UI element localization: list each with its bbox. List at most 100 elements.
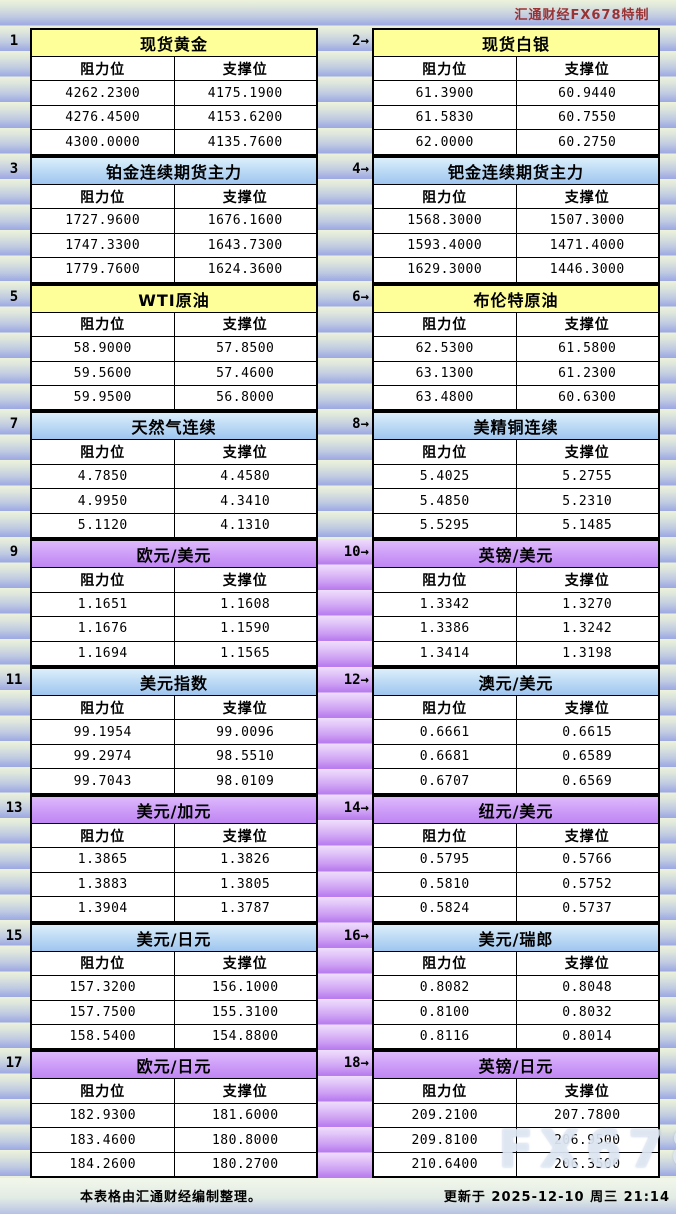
support-value: 1471.4000 [549,237,625,253]
support-value: 206.9500 [553,1132,621,1148]
resistance-value: 1.3386 [374,617,517,641]
instrument-panel: 钯金连续期货主力 阻力位 支撑位 1568.3000 1507.3000 159… [372,155,660,284]
instrument-panel: 美元/日元 阻力位 支撑位 157.3200 156.1000 157.7500… [30,922,318,1051]
resistance-value: 0.5795 [374,848,517,872]
resistance-value: 1.3342 [374,592,517,617]
resistance-value: 184.2600 [32,1152,175,1177]
support-value: 155.3100 [211,1004,279,1020]
resistance-value: 4.9950 [32,489,175,513]
support-value: 1.3242 [562,621,613,637]
panel-title: 欧元/日元 [32,1052,316,1080]
resistance-header: 阻力位 [374,440,517,464]
support-value: 98.5510 [216,749,275,765]
support-value: 60.6300 [558,390,617,406]
footer-update-time: 更新于 2025-12-10 周三 21:14 [443,1190,670,1205]
resistance-header: 阻力位 [374,951,517,976]
panel-number-label: 1 [9,33,19,49]
instrument-panel: 英镑/日元 阻力位 支撑位 209.2100 207.7800 209.8100… [372,1050,660,1179]
support-value: 0.6615 [562,724,613,740]
support-header: 支撑位 [564,61,610,78]
resistance-header: 阻力位 [32,696,175,720]
support-value: 0.5737 [562,901,613,917]
panel-title: 铂金连续期货主力 [32,157,316,185]
support-value: 1.1590 [220,621,271,637]
panel-number-label: 13 [5,799,23,816]
panel-title: 英镑/日元 [374,1052,658,1080]
panel-number-label: 6→ [352,288,369,305]
support-header: 支撑位 [222,445,268,462]
support-value: 1446.3000 [549,262,625,278]
support-value: 57.8500 [216,341,275,357]
support-header: 支撑位 [222,317,268,334]
support-value: 4.3410 [220,493,271,509]
resistance-value: 0.5824 [374,897,517,921]
panel-title: 美元/瑞郎 [374,924,658,952]
support-value: 57.4600 [216,365,275,381]
panel-title: 现货黄金 [32,30,316,57]
resistance-value: 4262.2300 [32,81,175,105]
panel-number-label: 17 [5,1055,23,1072]
support-header: 支撑位 [222,956,268,973]
instrument-panel: 欧元/日元 阻力位 支撑位 182.9300 181.6000 183.4600… [30,1050,318,1179]
support-value: 0.5752 [562,876,613,892]
resistance-header: 阻力位 [374,57,517,81]
support-value: 1.3198 [562,645,613,661]
resistance-value: 4300.0000 [32,130,175,154]
panel-number-label: 18→ [343,1055,369,1072]
resistance-value: 0.6661 [374,720,517,744]
panel-title: 美元指数 [32,669,316,696]
resistance-value: 5.5295 [374,513,517,538]
resistance-value: 61.3900 [374,81,517,105]
panel-title: 天然气连续 [32,413,316,441]
support-value: 1.3787 [220,901,271,917]
panel-title: 澳元/美元 [374,669,658,696]
resistance-value: 0.5810 [374,872,517,897]
support-header: 支撑位 [564,700,610,717]
support-value: 1.3270 [562,596,613,612]
support-header: 支撑位 [564,317,610,334]
resistance-value: 0.8100 [374,1000,517,1024]
support-header: 支撑位 [222,189,268,206]
resistance-value: 61.5830 [374,105,517,130]
panel-title: 纽元/美元 [374,796,658,824]
support-value: 154.8800 [211,1029,279,1045]
resistance-value: 0.8082 [374,976,517,1000]
panel-number-label: 16→ [343,927,369,944]
resistance-value: 209.2100 [374,1103,517,1128]
resistance-value: 1747.3300 [32,233,175,258]
resistance-header: 阻力位 [32,184,175,209]
resistance-header: 阻力位 [374,1079,517,1103]
resistance-value: 5.4025 [374,464,517,489]
resistance-value: 59.5600 [32,361,175,385]
panel-number-label: 7 [9,416,19,433]
panel-title: 现货白银 [374,30,658,57]
support-header: 支撑位 [222,1084,268,1101]
resistance-header: 阻力位 [374,312,517,337]
resistance-header: 阻力位 [32,1079,175,1103]
instrument-panel: 天然气连续 阻力位 支撑位 4.7850 4.4580 4.9950 4.341… [30,411,318,540]
support-header: 支撑位 [564,572,610,589]
support-value: 1643.7300 [207,237,283,253]
resistance-value: 63.4800 [374,385,517,410]
brand-label: 汇通财经FX678特制 [514,8,650,23]
resistance-value: 209.8100 [374,1128,517,1152]
support-value: 206.3500 [553,1156,621,1172]
support-value: 1.3826 [220,852,271,868]
instrument-panel: 澳元/美元 阻力位 支撑位 0.6661 0.6615 0.6681 0.658… [372,667,660,795]
resistance-value: 1.1694 [32,641,175,665]
panel-number-label: 11 [5,672,23,688]
support-value: 5.1485 [562,517,613,533]
panel-title: 布伦特原油 [374,285,658,313]
support-header: 支撑位 [564,445,610,462]
support-value: 60.2750 [558,134,617,150]
resistance-header: 阻力位 [32,568,175,592]
instrument-panel: 英镑/美元 阻力位 支撑位 1.3342 1.3270 1.3386 1.324… [372,539,660,667]
resistance-value: 5.1120 [32,513,175,538]
support-value: 5.2310 [562,493,613,509]
instrument-panel: 现货黄金 阻力位 支撑位 4262.2300 4175.1900 4276.45… [30,28,318,156]
resistance-value: 1593.4000 [374,233,517,258]
support-value: 4.1310 [220,517,271,533]
panel-title: WTI原油 [32,285,316,313]
resistance-header: 阻力位 [374,184,517,209]
